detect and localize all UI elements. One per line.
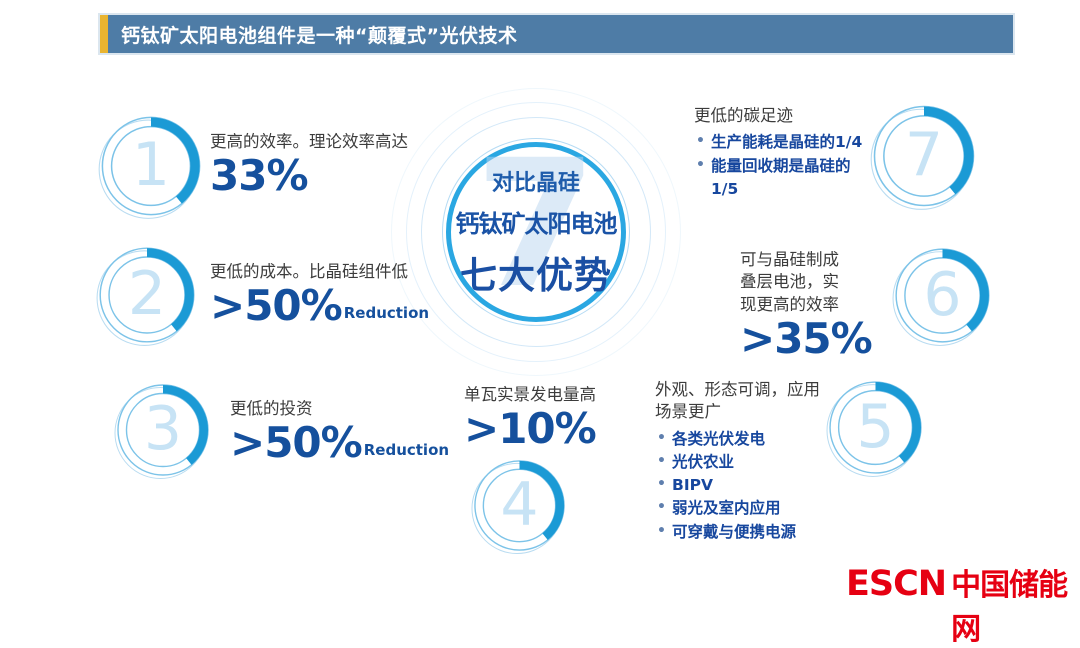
advantage-value: >35% <box>740 315 873 362</box>
logo-text-cn: 中国储能网 <box>951 568 1068 647</box>
advantage-value: 33% <box>210 153 440 199</box>
bullet-item: 能量回收期是晶硅的1/5 <box>694 155 874 202</box>
ring-graphic <box>826 381 922 477</box>
advantage-7-text: 更低的碳足迹 生产能耗是晶硅的1/4能量回收期是晶硅的1/5 <box>694 105 874 201</box>
bullet-item: BIPV <box>655 474 827 497</box>
badge-number: 2 <box>127 259 167 329</box>
value-number: 33% <box>210 151 309 201</box>
advantage-desc: 更低的成本。比晶硅组件低 <box>210 262 408 281</box>
advantage-3-text: 更低的投资 >50% Reduction <box>230 398 450 466</box>
advantage-desc: 更低的碳足迹 <box>694 106 793 125</box>
ring-badge-7: 7 <box>869 101 979 211</box>
escn-logo: ESCN 中国储能网 <box>846 560 1080 648</box>
ring-badge-4: 4 <box>470 456 569 555</box>
value-number: >10% <box>464 404 597 454</box>
decorative-ring <box>391 88 681 376</box>
ring-graphic <box>114 384 209 479</box>
ring-badge-6: 6 <box>891 244 994 347</box>
value-suffix: Reduction <box>363 441 450 460</box>
ring-badge-2: 2 <box>95 243 199 347</box>
value-suffix: Reduction <box>343 304 430 323</box>
badge-number: 7 <box>904 120 944 190</box>
badge-number: 3 <box>143 394 183 464</box>
ring-graphic <box>471 460 565 555</box>
ring-graphic <box>870 105 975 210</box>
advantage-desc: 可与晶硅制成叠层电池，实现更高的效率 <box>740 250 839 314</box>
banner-accent-bar <box>100 15 108 53</box>
bullet-item: 弱光及室内应用 <box>655 497 827 520</box>
advantage-5-text: 外观、形态可调，应用场景更广 各类光伏发电光伏农业BIPV弱光及室内应用可穿戴与… <box>655 379 827 544</box>
title-banner: 钙钛矿太阳电池组件是一种“颠覆式”光伏技术 <box>100 15 1013 53</box>
badge-number: 4 <box>500 469 539 540</box>
ring-graphic <box>96 247 195 346</box>
advantage-bullet-list: 生产能耗是晶硅的1/4能量回收期是晶硅的1/5 <box>694 131 874 201</box>
advantage-desc: 外观、形态可调，应用场景更广 <box>655 380 820 422</box>
hub-title: 钙钛矿太阳电池 <box>455 210 618 238</box>
advantage-2-text: 更低的成本。比晶硅组件低 >50% Reduction <box>210 261 440 329</box>
hub-circle: 7 对比晶硅 钙钛矿太阳电池 七大优势 <box>446 122 626 327</box>
slide: 钙钛矿太阳电池组件是一种“颠覆式”光伏技术 7 对比晶硅 钙钛矿太阳电池 七大优… <box>0 0 1080 608</box>
bullet-item: 各类光伏发电 <box>655 428 827 451</box>
value-number: >35% <box>740 313 873 363</box>
advantage-value: >10% <box>464 406 674 452</box>
ring-badge-3: 3 <box>113 380 213 480</box>
advantage-desc: 单瓦实景发电量高 <box>464 385 596 404</box>
value-number: >50% <box>210 281 343 331</box>
advantage-desc: 更高的效率。理论效率高达 <box>210 132 408 151</box>
ring-graphic <box>892 248 990 346</box>
bullet-item: 光伏农业 <box>655 451 827 474</box>
advantage-desc: 更低的投资 <box>230 399 313 418</box>
badge-number: 6 <box>923 259 962 330</box>
page-title: 钙钛矿太阳电池组件是一种“颠覆式”光伏技术 <box>121 24 518 47</box>
ring-badge-5: 5 <box>825 377 926 478</box>
logo-text-en: ESCN <box>846 564 947 604</box>
ring-badge-1: 1 <box>97 112 205 220</box>
advantage-1-text: 更高的效率。理论效率高达 33% <box>210 131 440 199</box>
advantage-6-text: 可与晶硅制成叠层电池，实现更高的效率 >35% <box>740 249 873 362</box>
badge-number: 5 <box>856 391 895 462</box>
hub-headline: 七大优势 <box>460 254 612 297</box>
advantage-bullet-list: 各类光伏发电光伏农业BIPV弱光及室内应用可穿戴与便携电源 <box>655 428 827 544</box>
bullet-item: 生产能耗是晶硅的1/4 <box>694 131 874 154</box>
value-number: >50% <box>230 418 363 468</box>
hub-subtitle: 对比晶硅 <box>491 171 580 196</box>
advantage-4-text: 单瓦实景发电量高 >10% <box>464 384 674 452</box>
bullet-item: 可穿戴与便携电源 <box>655 521 827 544</box>
advantage-value: >50% Reduction <box>230 420 450 466</box>
advantage-value: >50% Reduction <box>210 283 440 329</box>
ring-graphic <box>98 116 201 219</box>
badge-number: 1 <box>131 130 171 200</box>
